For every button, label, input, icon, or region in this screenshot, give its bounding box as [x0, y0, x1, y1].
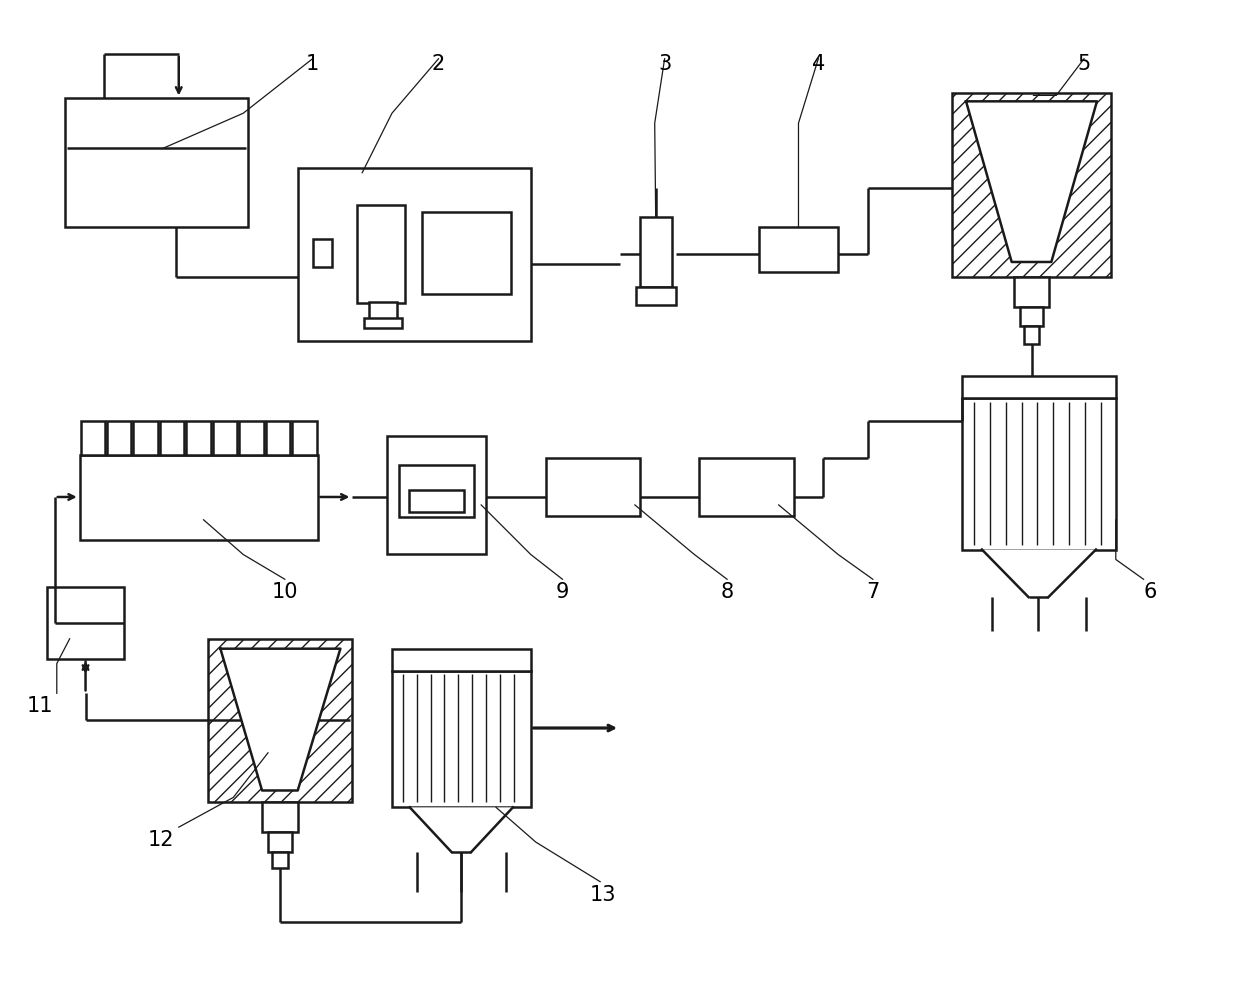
- Bar: [160, 420, 185, 455]
- Bar: [272, 852, 288, 867]
- Text: 7: 7: [867, 583, 879, 602]
- Text: 1: 1: [306, 53, 319, 74]
- Bar: [298, 168, 531, 341]
- Bar: [952, 93, 1111, 277]
- Bar: [1013, 277, 1049, 307]
- Bar: [546, 458, 640, 516]
- Bar: [962, 398, 1116, 550]
- Bar: [47, 587, 124, 659]
- Bar: [640, 218, 672, 287]
- Bar: [186, 420, 211, 455]
- Text: 9: 9: [556, 583, 569, 602]
- Bar: [208, 639, 352, 802]
- Polygon shape: [409, 807, 513, 852]
- Bar: [1019, 307, 1043, 326]
- Bar: [962, 376, 1116, 398]
- Bar: [262, 802, 298, 832]
- Bar: [699, 458, 794, 516]
- Bar: [365, 318, 402, 328]
- Bar: [268, 832, 291, 852]
- Text: 11: 11: [26, 696, 53, 716]
- Bar: [409, 490, 464, 512]
- Text: 12: 12: [148, 830, 174, 851]
- Bar: [79, 455, 317, 540]
- Bar: [64, 98, 248, 227]
- Text: 8: 8: [720, 583, 734, 602]
- Bar: [293, 420, 316, 455]
- Text: 3: 3: [658, 53, 671, 74]
- Bar: [312, 239, 332, 267]
- Bar: [636, 287, 676, 305]
- Text: 6: 6: [1143, 583, 1157, 602]
- Text: 10: 10: [272, 583, 298, 602]
- Bar: [387, 435, 486, 555]
- Bar: [239, 420, 264, 455]
- Bar: [81, 420, 105, 455]
- Bar: [422, 213, 511, 294]
- Polygon shape: [221, 649, 340, 790]
- Bar: [399, 465, 474, 517]
- Bar: [759, 227, 838, 272]
- Text: 4: 4: [812, 53, 825, 74]
- Bar: [134, 420, 157, 455]
- Text: 13: 13: [590, 885, 616, 905]
- Bar: [370, 302, 397, 319]
- Bar: [213, 420, 237, 455]
- Bar: [107, 420, 131, 455]
- Bar: [392, 649, 531, 671]
- Bar: [1023, 326, 1039, 344]
- Text: 2: 2: [432, 53, 445, 74]
- Text: 5: 5: [1078, 53, 1091, 74]
- Polygon shape: [966, 101, 1097, 262]
- Bar: [357, 206, 404, 303]
- Polygon shape: [982, 550, 1096, 597]
- Bar: [392, 671, 531, 807]
- Bar: [265, 420, 290, 455]
